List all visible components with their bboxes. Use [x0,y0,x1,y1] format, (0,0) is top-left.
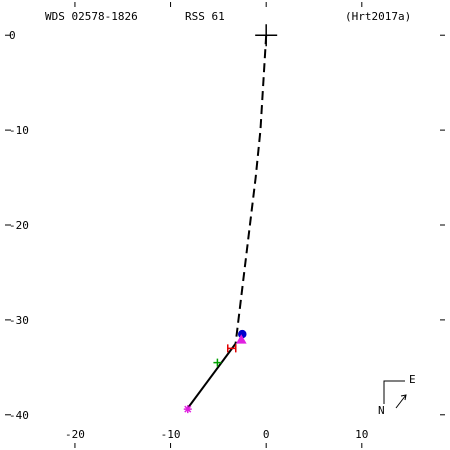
compass-axes [383,380,405,404]
y-tick-label: -10 [9,124,29,137]
compass-east: E [409,373,416,386]
wds-id: WDS 02578-1826 [45,10,138,23]
marker [236,334,247,344]
orbit-line [186,343,237,409]
y-tick-label: -20 [9,219,29,232]
y-tick-label: 0 [9,29,16,42]
x-tick-label: 10 [355,428,368,441]
reference: (Hrt2017a) [345,10,411,23]
compass [383,380,407,409]
y-tick-label: -40 [9,409,29,422]
x-tick-label: -20 [65,428,85,441]
rss-id: RSS 61 [185,10,225,23]
compass-north: N [378,404,385,417]
compass-arrow [395,394,407,409]
marker [183,405,192,414]
orbit-line [234,35,268,344]
compass-arrowhead [400,394,407,401]
x-tick-label: -10 [161,428,181,441]
marker [227,344,237,353]
marker [213,358,222,367]
marker [255,24,278,47]
y-tick-label: -30 [9,314,29,327]
x-tick-label: 0 [263,428,270,441]
